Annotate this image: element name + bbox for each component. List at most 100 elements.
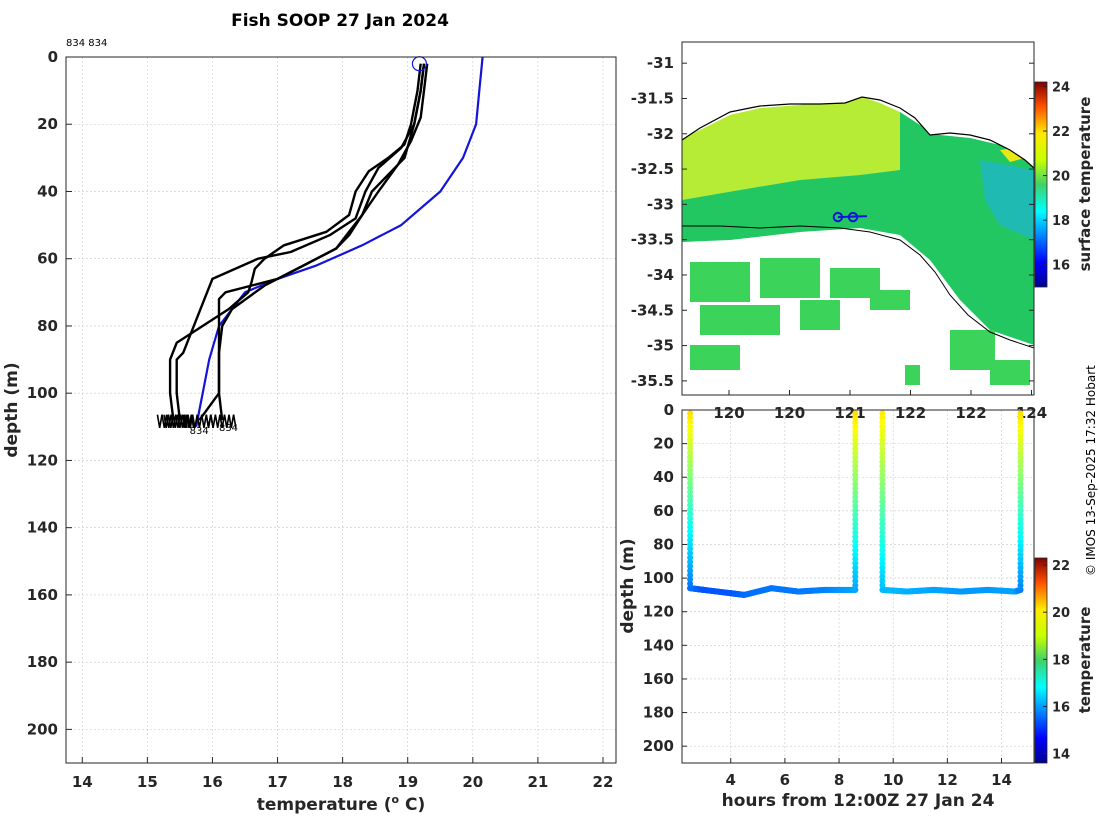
depth-time-point: [852, 547, 859, 554]
depth-time-point: [852, 582, 859, 589]
depth-time-x-tick-label: 10: [883, 771, 904, 789]
map-y-tick-label: -34.5: [631, 301, 674, 319]
depth-time-point: [879, 511, 886, 518]
depth-time-point: [1017, 582, 1024, 589]
depth-time-point: [852, 551, 859, 558]
depth-time-point: [852, 436, 859, 443]
depth-time-point: [1017, 573, 1024, 580]
profile-line-3: [217, 63, 426, 421]
depth-time-point: [852, 476, 859, 483]
track-point: [832, 211, 844, 223]
depth-time-point: [852, 428, 859, 434]
profile-y-tick-label: 20: [37, 115, 58, 133]
depth-time-point: [1017, 454, 1024, 461]
sst-colorbar-ticks: 16 18 20 22 24: [1043, 80, 1070, 274]
depth-time-y-tick-label: 140: [643, 636, 674, 654]
depth-time-point: [1017, 481, 1024, 487]
profile-y-tick-label: 160: [27, 586, 58, 604]
profile-x-tick-label: 15: [137, 773, 158, 791]
profile-id-labels: 834 834: [66, 38, 107, 49]
depth-time-point: [687, 532, 694, 539]
depth-time-point: [879, 582, 886, 589]
depth-time-point: [852, 569, 859, 576]
depth-time-point: [852, 511, 859, 518]
depth-time-point: [1017, 485, 1024, 492]
depth-time-y-tick-label: 60: [653, 502, 674, 520]
depth-time-point: [1017, 463, 1024, 470]
depth-time-point: [852, 533, 859, 540]
depth-time-point: [852, 525, 859, 532]
depth-time-point: [1017, 458, 1024, 465]
depth-time-y-tick-label: 160: [643, 670, 674, 688]
depth-time-point: [879, 441, 886, 448]
profile-grid: [66, 56, 616, 763]
depth-time-point: [687, 519, 694, 526]
depth-time-point: [687, 576, 694, 583]
depth-time-point: [879, 485, 886, 492]
depth-time-point: [852, 454, 859, 461]
depth-time-point: [879, 432, 886, 439]
depth-time-point: [879, 569, 886, 576]
depth-time-point: [879, 419, 886, 426]
profile-ticks: 14 15 16 17 18 19 20 21 22 0 20 40 60 80 100 120 140 160 1…: [27, 48, 614, 791]
depth-time-point: [1017, 423, 1024, 430]
map-y-tick-label: -34: [647, 266, 674, 284]
depth-time-point: [1017, 428, 1024, 434]
depth-time-point: [687, 454, 694, 461]
depth-time-point: [852, 432, 859, 439]
depth-time-point: [1017, 525, 1024, 532]
depth-time-point: [879, 494, 886, 501]
sst-map: -31 -31.5 -32 -32.5 -33 -33.5 -34 -34.5 -35 -35.5…: [631, 41, 1094, 422]
depth-time-point: [852, 485, 859, 492]
depth-time-point: [852, 538, 859, 545]
profile-x-tick-label: 14: [72, 773, 93, 791]
depth-time-x-tick-label: 8: [834, 771, 844, 789]
depth-time-point: [687, 484, 694, 491]
profile-x-label-superscript: o: [392, 793, 400, 806]
profile-x-tick-label: 18: [332, 773, 353, 791]
depth-time-point: [1017, 547, 1024, 554]
depth-time-point: [879, 578, 886, 584]
profile-bottom-trace-4: [182, 414, 214, 428]
sst-colorbar-tick-label: 16: [1052, 259, 1070, 274]
profile-y-tick-label: 60: [37, 250, 58, 268]
depth-time-point: [1017, 538, 1024, 545]
depth-time-point: [852, 450, 859, 457]
profile-x-tick-label: 17: [267, 773, 288, 791]
depth-time-point: [852, 445, 859, 452]
depth-time-point: [687, 563, 694, 570]
map-x-tick-label: 120: [713, 404, 744, 422]
depth-time-point: [879, 454, 886, 461]
depth-time-point: [879, 560, 886, 567]
depth-time-point: [879, 525, 886, 532]
depth-time-point: [879, 410, 886, 417]
profile-end-label: 834: [219, 423, 238, 434]
depth-time-point: [879, 450, 886, 457]
depth-time-point: [687, 441, 694, 447]
depth-time-point: [879, 529, 886, 536]
depth-time-point: [852, 542, 859, 549]
depth-time-point: [852, 573, 859, 580]
depth-time-point: [1017, 556, 1024, 562]
depth-time-x-tick-label: 14: [991, 771, 1012, 789]
depth-time-point: [687, 432, 694, 439]
depth-time-point: [1017, 410, 1024, 417]
map-y-tick-label: -31: [647, 54, 674, 72]
depth-time-point: [879, 533, 886, 540]
depth-time-point: [1017, 551, 1024, 558]
profile-y-tick-label: 120: [27, 451, 58, 469]
depth-time-point: [879, 556, 886, 562]
depth-time-point: [1017, 511, 1024, 518]
profile-y-tick-label: 200: [27, 720, 58, 738]
figure-title: Fish SOOP 27 Jan 2024: [231, 11, 449, 31]
depth-time-point: [879, 551, 886, 558]
profile-line-2: [175, 63, 426, 421]
depth-time-point: [1017, 450, 1024, 457]
depth-time-point: [1017, 419, 1024, 426]
depth-time-point: [687, 567, 694, 574]
depth-time-point: [687, 528, 694, 535]
depth-time-point: [879, 542, 886, 549]
depth-time-y-tick-label: 80: [653, 535, 674, 553]
depth-time-point: [1017, 414, 1024, 421]
